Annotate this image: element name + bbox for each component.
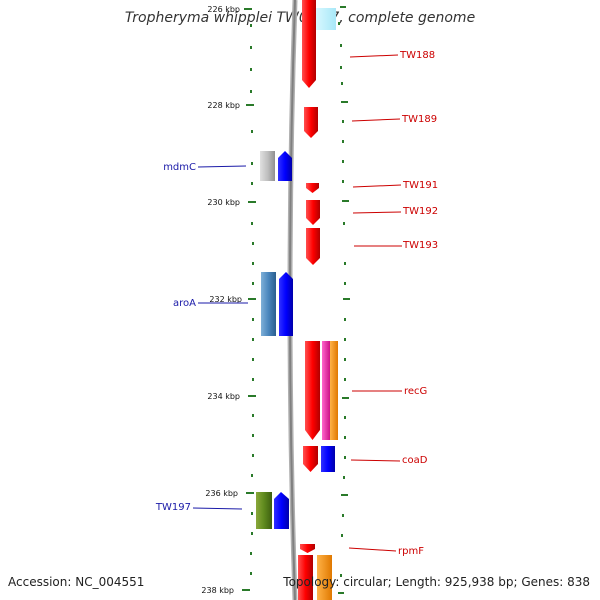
map-title: Tropheryma whipplei TW08/27, complete ge… — [124, 10, 476, 26]
gene-arrow-TW192 — [306, 200, 320, 225]
accession-text: Accession: NC_004551 — [8, 575, 145, 589]
track-ticks-right — [338, 6, 350, 594]
tick-label-236: 236 kbp — [205, 489, 238, 498]
gene-label-recG: recG — [404, 386, 427, 397]
gene-arrow-TW197 — [274, 492, 289, 529]
gene-arrow-TW193 — [306, 228, 320, 265]
tick-label-234: 234 kbp — [207, 392, 240, 401]
gene-arrow-rpmF — [300, 544, 315, 553]
tick-label-232: 232 kbp — [209, 295, 242, 304]
gene-label-TW192: TW192 — [402, 206, 438, 217]
tick-label-226: 226 kbp — [207, 5, 240, 14]
gene-bar-blue-coaD — [321, 446, 335, 472]
gene-arrow-TW191 — [306, 183, 319, 193]
tick-label-228: 228 kbp — [207, 101, 240, 110]
gene-bar-gray-mdmC — [260, 151, 275, 181]
gene-label-TW197: TW197 — [155, 502, 191, 513]
gene-label-coaD: coaD — [402, 455, 428, 466]
gene-label-TW193: TW193 — [402, 240, 438, 251]
scale-ticks — [242, 8, 256, 591]
gene-arrow-coaD — [303, 446, 318, 472]
track-dots-right — [338, 22, 346, 577]
gene-label-TW191: TW191 — [402, 180, 438, 191]
gene-label-TW189: TW189 — [401, 114, 437, 125]
gene-arrow-TW188 — [302, 0, 316, 88]
feature-cyan — [316, 8, 336, 30]
gene-arrow-recG — [305, 341, 320, 440]
tick-label-230: 230 kbp — [207, 198, 240, 207]
tick-label-238: 238 kbp — [201, 586, 234, 595]
topology-text: Topology: circular; Length: 925,938 bp; … — [283, 575, 590, 589]
label-leaders-right — [348, 54, 402, 552]
gene-bar-red-bottom — [298, 555, 313, 600]
gene-bar-orange — [330, 341, 338, 440]
gene-arrow-aroA — [279, 272, 293, 336]
gene-arrow-mdmC — [278, 151, 292, 181]
gene-label-rpmF: rpmF — [398, 546, 424, 557]
gene-bar-magenta — [322, 341, 330, 440]
gene-bar-steel-aroA — [261, 272, 276, 336]
gene-label-mdmC: mdmC — [163, 162, 196, 173]
track-dots-left — [250, 24, 254, 575]
gene-label-aroA: aroA — [173, 298, 196, 309]
label-leaders-left — [192, 165, 248, 510]
gene-bar-olive-TW197 — [256, 492, 272, 529]
gene-label-TW188: TW188 — [399, 50, 435, 61]
gene-bar-orange-bottom — [317, 555, 332, 600]
gene-arrow-TW189 — [304, 107, 318, 138]
